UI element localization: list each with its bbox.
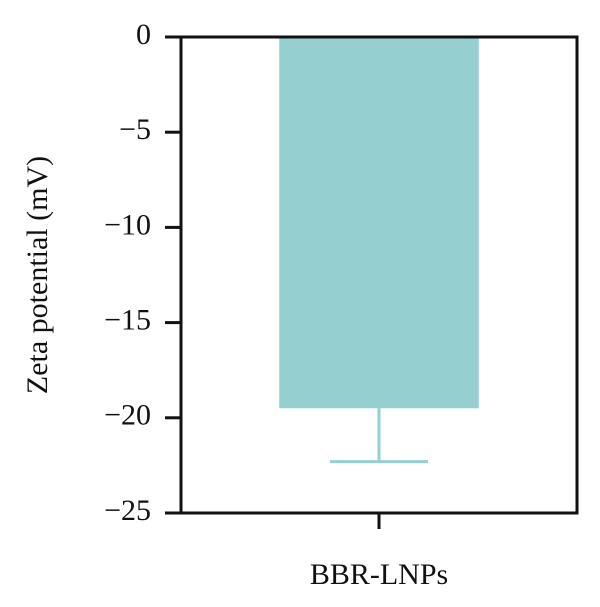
y-axis-label: Zeta potential (mV) <box>21 156 54 394</box>
y-tick-label: −20 <box>104 399 151 432</box>
plot-frame <box>179 35 579 515</box>
y-tick-label: −15 <box>104 303 151 336</box>
y-tick-label: −25 <box>104 494 151 527</box>
bar <box>279 37 479 409</box>
y-tick-label: −5 <box>119 113 151 146</box>
y-tick-label: −10 <box>104 208 151 241</box>
y-tick-label: 0 <box>136 18 151 51</box>
x-tick-label: BBR-LNPs <box>310 558 448 591</box>
